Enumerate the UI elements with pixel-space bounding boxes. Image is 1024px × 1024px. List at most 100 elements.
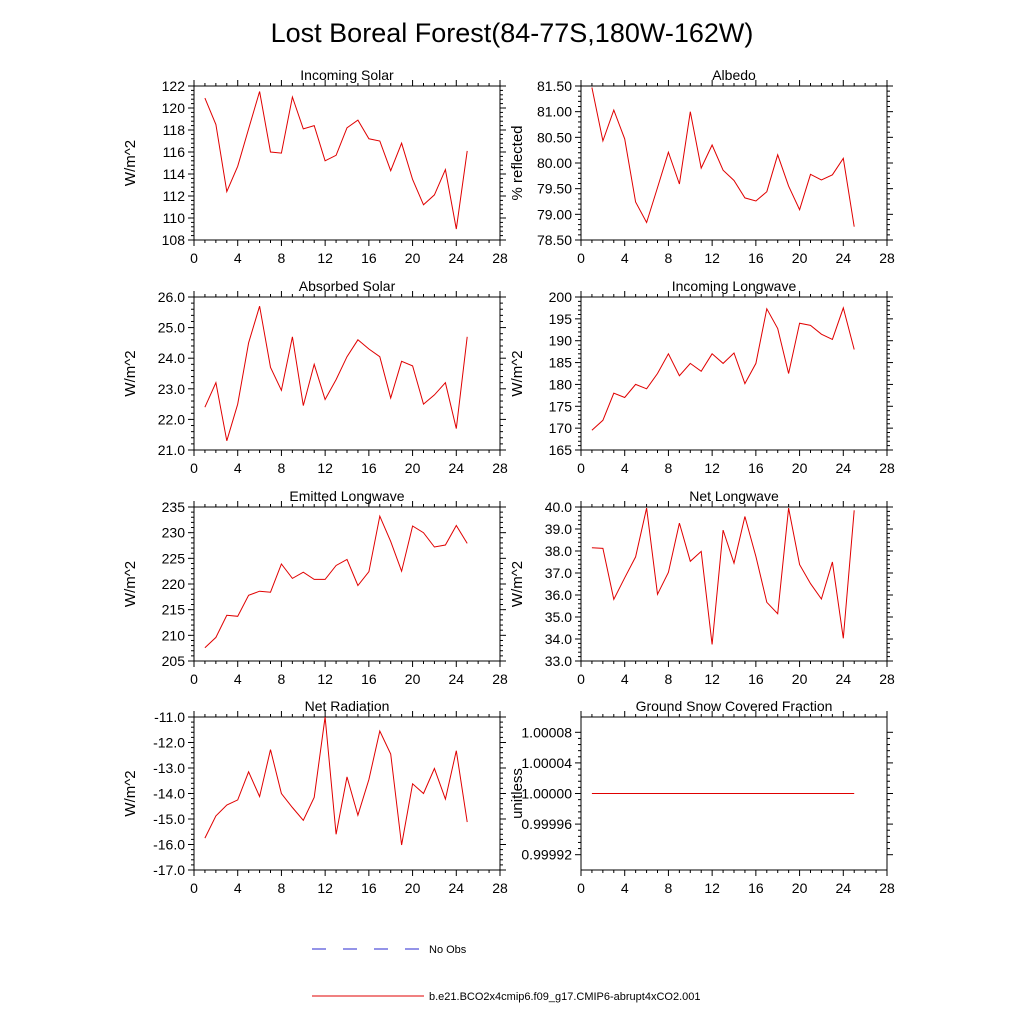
albedo-xtick-label: 12 xyxy=(704,250,720,266)
albedo-ylabel: % reflected xyxy=(509,125,526,200)
albedo-xtick-label: 4 xyxy=(621,250,629,266)
albedo-ytick-label: 80.00 xyxy=(537,155,572,171)
emitted-longwave-ytick-label: 230 xyxy=(162,525,186,541)
panel-net-radiation: Net Radiation W/m^2 0 4 8 12 16 20 24 28 -17.0 -16.… xyxy=(122,698,508,896)
incoming-solar-xtick-label: 8 xyxy=(278,250,286,266)
emitted-longwave-title: Emitted Longwave xyxy=(289,488,404,504)
net-longwave-ylabel: W/m^2 xyxy=(509,561,526,607)
albedo-xtick-label: 0 xyxy=(577,250,585,266)
emitted-longwave-ytick-label: 220 xyxy=(162,576,186,592)
net-longwave-xtick-label: 12 xyxy=(704,671,720,687)
absorbed-solar-xtick-label: 16 xyxy=(361,460,377,476)
ground-snow-covered-fraction-xtick-label: 28 xyxy=(879,880,895,896)
net-longwave-ytick-label: 34.0 xyxy=(545,631,572,647)
ground-snow-covered-fraction-xtick-label: 4 xyxy=(621,880,629,896)
incoming-solar-ytick-label: 122 xyxy=(162,78,186,94)
incoming-longwave-xtick-label: 16 xyxy=(748,460,764,476)
net-radiation-title: Net Radiation xyxy=(305,698,390,714)
ground-snow-covered-fraction-xtick-label: 20 xyxy=(792,880,808,896)
panel-albedo: Albedo % reflected 0 4 8 12 16 20 24 28 78.50 79.00… xyxy=(509,67,895,266)
net-longwave-xtick-label: 8 xyxy=(665,671,673,687)
incoming-longwave-ytick-label: 195 xyxy=(549,311,573,327)
panel-net-longwave: Net Longwave W/m^2 0 4 8 12 16 20 24 28 33.0 34.0 35… xyxy=(509,488,895,687)
net-radiation-ytick-label: -17.0 xyxy=(153,862,185,878)
incoming-longwave-xtick-label: 4 xyxy=(621,460,629,476)
panel-absorbed-solar: Absorbed Solar W/m^2 0 4 8 12 16 20 24 28 21.0 22.0… xyxy=(122,278,508,476)
albedo-ytick-label: 80.50 xyxy=(537,129,572,145)
albedo-plot-frame xyxy=(580,85,888,241)
emitted-longwave-xtick-label: 0 xyxy=(190,671,198,687)
absorbed-solar-xtick-label: 4 xyxy=(234,460,242,476)
emitted-longwave-ytick-label: 235 xyxy=(162,499,186,515)
albedo-xtick-label: 16 xyxy=(748,250,764,266)
absorbed-solar-xtick-label: 8 xyxy=(278,460,286,476)
albedo-xtick-label: 28 xyxy=(879,250,895,266)
emitted-longwave-xtick-label: 28 xyxy=(492,671,508,687)
net-longwave-ytick-label: 40.0 xyxy=(545,499,572,515)
ground-snow-covered-fraction-ytick-label: 1.00004 xyxy=(521,755,572,771)
incoming-solar-xtick-label: 4 xyxy=(234,250,242,266)
albedo-ytick-label: 81.50 xyxy=(537,78,572,94)
net-radiation-xtick-label: 12 xyxy=(317,880,333,896)
panel-emitted-longwave: Emitted Longwave W/m^2 0 4 8 12 16 20 24 28 205 210… xyxy=(122,488,508,687)
incoming-solar-xtick-label: 24 xyxy=(448,250,464,266)
absorbed-solar-ytick-label: 23.0 xyxy=(158,381,185,397)
net-radiation-xtick-label: 4 xyxy=(234,880,242,896)
net-longwave-ytick-label: 37.0 xyxy=(545,565,572,581)
incoming-longwave-xtick-label: 12 xyxy=(704,460,720,476)
incoming-solar-title: Incoming Solar xyxy=(300,67,394,83)
net-longwave-xtick-label: 28 xyxy=(879,671,895,687)
albedo-xtick-label: 8 xyxy=(665,250,673,266)
albedo-series-line xyxy=(591,87,855,227)
incoming-solar-ytick-label: 120 xyxy=(162,100,186,116)
incoming-solar-ytick-label: 118 xyxy=(163,122,186,138)
incoming-solar-xtick-label: 12 xyxy=(317,250,333,266)
absorbed-solar-xtick-label: 24 xyxy=(448,460,464,476)
emitted-longwave-xtick-label: 4 xyxy=(234,671,242,687)
incoming-solar-xtick-label: 16 xyxy=(361,250,377,266)
incoming-longwave-title: Incoming Longwave xyxy=(672,278,797,294)
net-longwave-xtick-label: 0 xyxy=(577,671,585,687)
absorbed-solar-xtick-label: 20 xyxy=(405,460,421,476)
net-radiation-xtick-label: 20 xyxy=(405,880,421,896)
ground-snow-covered-fraction-ylabel: unitless xyxy=(509,768,526,819)
emitted-longwave-ylabel: W/m^2 xyxy=(122,561,139,607)
net-radiation-ylabel: W/m^2 xyxy=(122,770,139,816)
incoming-longwave-xtick-label: 24 xyxy=(835,460,851,476)
ground-snow-covered-fraction-ytick-label: 1.00008 xyxy=(521,724,572,740)
absorbed-solar-title: Absorbed Solar xyxy=(299,278,396,294)
emitted-longwave-xtick-label: 20 xyxy=(405,671,421,687)
net-longwave-xtick-label: 20 xyxy=(792,671,808,687)
emitted-longwave-ytick-label: 225 xyxy=(162,550,186,566)
incoming-solar-ytick-label: 116 xyxy=(163,144,186,160)
panel-ground-snow-covered-fraction: Ground Snow Covered Fraction unitless 0 4 8 1… xyxy=(509,698,895,896)
net-radiation-xtick-label: 16 xyxy=(361,880,377,896)
ground-snow-covered-fraction-ytick-label: 0.99996 xyxy=(521,816,572,832)
absorbed-solar-series-line xyxy=(204,306,468,441)
incoming-longwave-series-line xyxy=(591,306,855,431)
net-radiation-xtick-label: 0 xyxy=(190,880,198,896)
incoming-longwave-ylabel: W/m^2 xyxy=(509,350,526,396)
absorbed-solar-xtick-label: 28 xyxy=(492,460,508,476)
absorbed-solar-ytick-label: 26.0 xyxy=(158,289,185,305)
incoming-longwave-xtick-label: 20 xyxy=(792,460,808,476)
net-longwave-ytick-label: 33.0 xyxy=(545,653,572,669)
emitted-longwave-xtick-label: 24 xyxy=(448,671,464,687)
incoming-longwave-xtick-label: 8 xyxy=(665,460,673,476)
absorbed-solar-plot-frame xyxy=(193,296,501,451)
albedo-ytick-label: 79.50 xyxy=(537,181,572,197)
net-radiation-ytick-label: -14.0 xyxy=(153,786,185,802)
ground-snow-covered-fraction-title: Ground Snow Covered Fraction xyxy=(636,698,833,714)
ground-snow-covered-fraction-ytick-label: 1.00000 xyxy=(521,786,572,802)
net-radiation-ytick-label: -11.0 xyxy=(154,709,185,725)
net-longwave-ytick-label: 39.0 xyxy=(545,521,572,537)
legend: No Obs b.e21.BCO2x4cmip6.f09_g17.CMIP6-a… xyxy=(312,944,701,1003)
albedo-ytick-label: 81.00 xyxy=(537,104,572,120)
absorbed-solar-ytick-label: 21.0 xyxy=(158,442,185,458)
incoming-longwave-ytick-label: 175 xyxy=(549,398,573,414)
emitted-longwave-ytick-label: 215 xyxy=(162,602,186,618)
net-radiation-xtick-label: 28 xyxy=(492,880,508,896)
absorbed-solar-ylabel: W/m^2 xyxy=(122,350,139,396)
incoming-solar-ylabel: W/m^2 xyxy=(122,140,139,186)
